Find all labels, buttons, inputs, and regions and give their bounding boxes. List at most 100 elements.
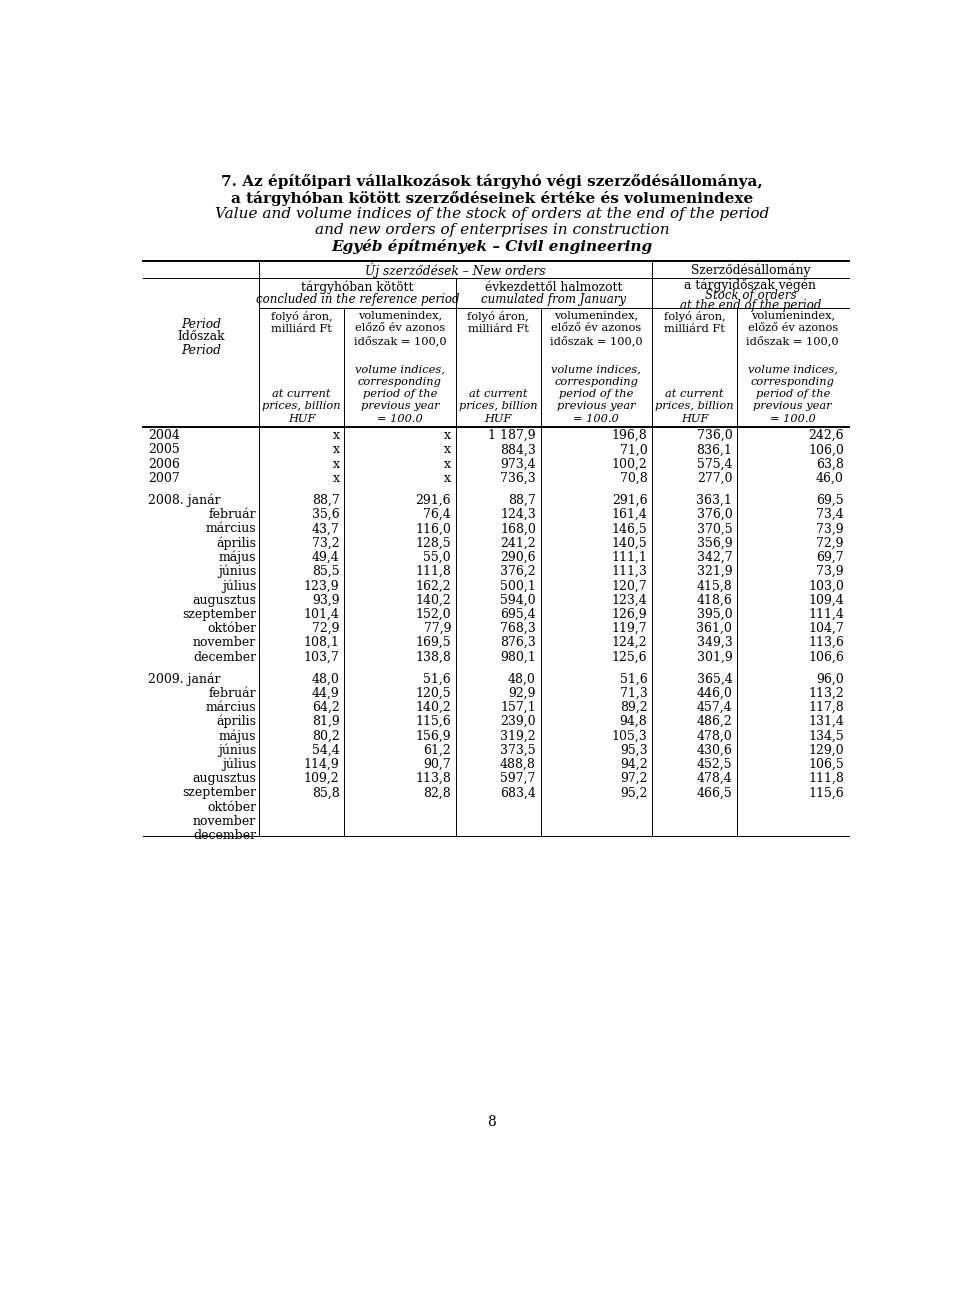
Text: 69,7: 69,7 — [816, 551, 844, 564]
Text: 113,8: 113,8 — [415, 772, 451, 785]
Text: 2008. janár: 2008. janár — [148, 494, 221, 507]
Text: 46,0: 46,0 — [816, 472, 844, 485]
Text: 113,2: 113,2 — [808, 687, 844, 700]
Text: 63,8: 63,8 — [816, 458, 844, 471]
Text: 2006: 2006 — [148, 458, 180, 471]
Text: 365,4: 365,4 — [697, 672, 732, 685]
Text: x: x — [332, 443, 340, 456]
Text: volumenindex,
előző év azonos
időszak = 100,0: volumenindex, előző év azonos időszak = … — [550, 310, 642, 347]
Text: 94,2: 94,2 — [620, 758, 647, 771]
Text: at the end of the period: at the end of the period — [680, 299, 821, 312]
Text: 120,5: 120,5 — [416, 687, 451, 700]
Text: 418,6: 418,6 — [696, 593, 732, 606]
Text: 88,7: 88,7 — [508, 494, 536, 507]
Text: folyó áron,
milliárd Ft: folyó áron, milliárd Ft — [663, 310, 726, 334]
Text: 97,2: 97,2 — [620, 772, 647, 785]
Text: 736,0: 736,0 — [697, 429, 732, 442]
Text: 7. Az építőipari vállalkozások tárgyhó végi szerződésállománya,: 7. Az építőipari vállalkozások tárgyhó v… — [221, 175, 763, 189]
Text: 349,3: 349,3 — [697, 636, 732, 649]
Text: 82,8: 82,8 — [423, 786, 451, 799]
Text: 111,8: 111,8 — [415, 565, 451, 578]
Text: 1 187,9: 1 187,9 — [489, 429, 536, 442]
Text: február: február — [208, 687, 256, 700]
Text: november: november — [193, 636, 256, 649]
Text: 123,4: 123,4 — [612, 593, 647, 606]
Text: december: december — [193, 650, 256, 663]
Text: november: november — [193, 815, 256, 828]
Text: at current
prices, billion
HUF: at current prices, billion HUF — [262, 389, 341, 424]
Text: 44,9: 44,9 — [312, 687, 340, 700]
Text: 126,9: 126,9 — [612, 608, 647, 621]
Text: 117,8: 117,8 — [808, 701, 844, 714]
Text: 2007: 2007 — [148, 472, 180, 485]
Text: 376,2: 376,2 — [500, 565, 536, 578]
Text: február: február — [208, 508, 256, 521]
Text: Egyéb építmények – Civil engineering: Egyéb építmények – Civil engineering — [331, 239, 653, 255]
Text: 96,0: 96,0 — [816, 672, 844, 685]
Text: 486,2: 486,2 — [697, 715, 732, 728]
Text: 111,4: 111,4 — [808, 608, 844, 621]
Text: május: május — [219, 729, 256, 742]
Text: 35,6: 35,6 — [312, 508, 340, 521]
Text: Szerződésállomány: Szerződésállomány — [690, 264, 810, 277]
Text: 100,2: 100,2 — [612, 458, 647, 471]
Text: x: x — [444, 443, 451, 456]
Text: 48,0: 48,0 — [312, 672, 340, 685]
Text: volume indices,
corresponding
period of the
previous year
= 100.0: volume indices, corresponding period of … — [355, 365, 444, 424]
Text: június: június — [218, 743, 256, 756]
Text: 123,9: 123,9 — [303, 579, 340, 592]
Text: 161,4: 161,4 — [612, 508, 647, 521]
Text: 125,6: 125,6 — [612, 650, 647, 663]
Text: 124,3: 124,3 — [500, 508, 536, 521]
Text: 73,4: 73,4 — [816, 508, 844, 521]
Text: 115,6: 115,6 — [808, 786, 844, 799]
Text: 457,4: 457,4 — [697, 701, 732, 714]
Text: 342,7: 342,7 — [697, 551, 732, 564]
Text: 140,2: 140,2 — [416, 593, 451, 606]
Text: október: október — [207, 622, 256, 635]
Text: 73,9: 73,9 — [816, 565, 844, 578]
Text: 129,0: 129,0 — [808, 743, 844, 756]
Text: 93,9: 93,9 — [312, 593, 340, 606]
Text: 61,2: 61,2 — [423, 743, 451, 756]
Text: 8: 8 — [488, 1115, 496, 1129]
Text: 452,5: 452,5 — [697, 758, 732, 771]
Text: 597,7: 597,7 — [500, 772, 536, 785]
Text: 138,8: 138,8 — [415, 650, 451, 663]
Text: 76,4: 76,4 — [423, 508, 451, 521]
Text: 594,0: 594,0 — [500, 593, 536, 606]
Text: 980,1: 980,1 — [500, 650, 536, 663]
Text: 500,1: 500,1 — [500, 579, 536, 592]
Text: szeptember: szeptember — [182, 786, 256, 799]
Text: 884,3: 884,3 — [500, 443, 536, 456]
Text: 94,8: 94,8 — [620, 715, 647, 728]
Text: július: július — [222, 758, 256, 771]
Text: 64,2: 64,2 — [312, 701, 340, 714]
Text: volume indices,
corresponding
period of the
previous year
= 100.0: volume indices, corresponding period of … — [748, 365, 838, 424]
Text: x: x — [444, 472, 451, 485]
Text: 973,4: 973,4 — [500, 458, 536, 471]
Text: 376,0: 376,0 — [697, 508, 732, 521]
Text: 109,4: 109,4 — [808, 593, 844, 606]
Text: 115,6: 115,6 — [416, 715, 451, 728]
Text: 876,3: 876,3 — [500, 636, 536, 649]
Text: 90,7: 90,7 — [423, 758, 451, 771]
Text: Időszak: Időszak — [178, 330, 225, 343]
Text: x: x — [444, 429, 451, 442]
Text: 48,0: 48,0 — [508, 672, 536, 685]
Text: tárgyhóban kötött: tárgyhóban kötött — [301, 281, 414, 295]
Text: 128,5: 128,5 — [416, 537, 451, 550]
Text: 695,4: 695,4 — [500, 608, 536, 621]
Text: 134,5: 134,5 — [808, 729, 844, 742]
Text: 92,9: 92,9 — [509, 687, 536, 700]
Text: 120,7: 120,7 — [612, 579, 647, 592]
Text: 291,6: 291,6 — [612, 494, 647, 507]
Text: 356,9: 356,9 — [697, 537, 732, 550]
Text: 72,9: 72,9 — [312, 622, 340, 635]
Text: 114,9: 114,9 — [303, 758, 340, 771]
Text: 140,5: 140,5 — [612, 537, 647, 550]
Text: 116,0: 116,0 — [415, 522, 451, 535]
Text: x: x — [332, 429, 340, 442]
Text: 446,0: 446,0 — [696, 687, 732, 700]
Text: 103,7: 103,7 — [303, 650, 340, 663]
